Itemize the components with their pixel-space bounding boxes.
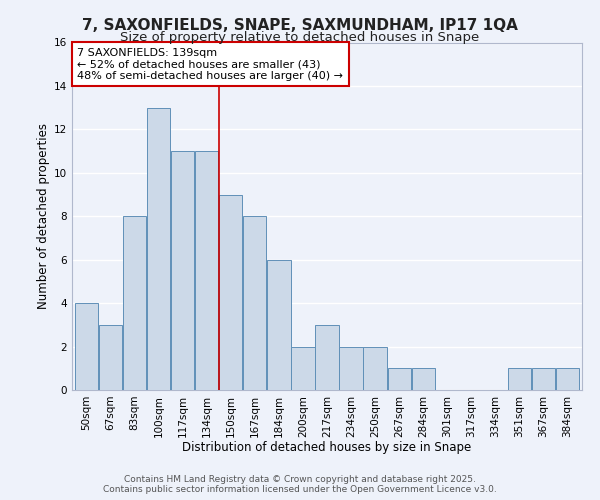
Text: 7, SAXONFIELDS, SNAPE, SAXMUNDHAM, IP17 1QA: 7, SAXONFIELDS, SNAPE, SAXMUNDHAM, IP17 …	[82, 18, 518, 32]
Bar	[556, 368, 579, 390]
Bar	[340, 346, 363, 390]
Bar	[147, 108, 170, 390]
Y-axis label: Number of detached properties: Number of detached properties	[37, 123, 50, 309]
Bar	[171, 151, 194, 390]
Bar	[532, 368, 555, 390]
Bar	[195, 151, 218, 390]
Bar	[99, 325, 122, 390]
Bar	[123, 216, 146, 390]
Text: Size of property relative to detached houses in Snape: Size of property relative to detached ho…	[121, 31, 479, 44]
Bar	[364, 346, 387, 390]
Text: 7 SAXONFIELDS: 139sqm
← 52% of detached houses are smaller (43)
48% of semi-deta: 7 SAXONFIELDS: 139sqm ← 52% of detached …	[77, 48, 343, 81]
Bar	[388, 368, 411, 390]
Bar	[316, 325, 338, 390]
Bar	[508, 368, 531, 390]
X-axis label: Distribution of detached houses by size in Snape: Distribution of detached houses by size …	[182, 441, 472, 454]
Bar	[243, 216, 266, 390]
Bar	[267, 260, 290, 390]
Text: Contains HM Land Registry data © Crown copyright and database right 2025.
Contai: Contains HM Land Registry data © Crown c…	[103, 474, 497, 494]
Bar	[291, 346, 314, 390]
Bar	[412, 368, 435, 390]
Bar	[219, 194, 242, 390]
Bar	[75, 303, 98, 390]
